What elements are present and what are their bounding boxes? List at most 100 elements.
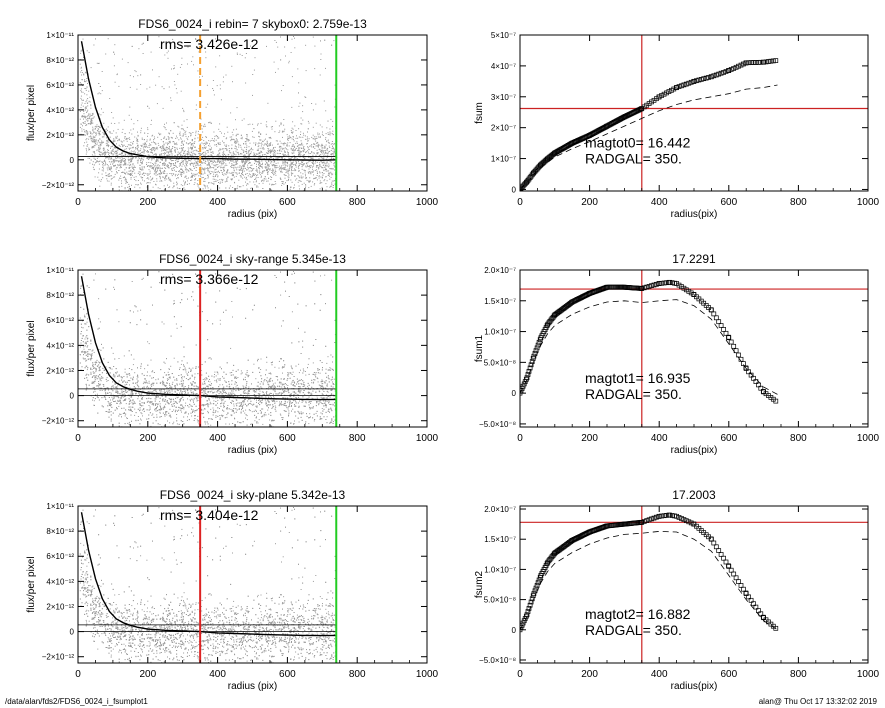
data-point <box>82 116 84 118</box>
data-point <box>129 170 131 172</box>
data-point <box>188 132 190 134</box>
data-point <box>217 166 219 168</box>
data-point <box>201 125 203 127</box>
data-point <box>260 139 262 141</box>
data-point <box>181 64 183 65</box>
data-point <box>173 68 174 70</box>
data-point <box>144 142 146 144</box>
data-point <box>181 149 183 151</box>
data-point <box>304 170 306 171</box>
data-point <box>152 147 154 149</box>
data-point <box>272 196 273 197</box>
data-point <box>310 173 312 175</box>
data-point <box>107 139 109 141</box>
data-point <box>317 145 319 147</box>
data-point <box>257 186 259 188</box>
y-axis-label: fsum <box>474 102 485 124</box>
data-point <box>321 152 323 154</box>
data-point <box>308 160 310 162</box>
data-point <box>216 145 218 147</box>
data-point <box>310 158 312 160</box>
data-point <box>284 128 286 130</box>
data-point <box>97 139 99 141</box>
data-point <box>160 148 162 150</box>
data-point <box>195 104 197 106</box>
data-point <box>191 172 192 174</box>
data-point <box>193 184 195 185</box>
data-point <box>302 164 304 166</box>
data-point <box>314 143 316 145</box>
square-marker <box>644 102 650 108</box>
data-point <box>176 178 178 180</box>
data-point <box>114 160 116 162</box>
data-point <box>140 182 141 184</box>
data-point <box>147 177 149 179</box>
data-point <box>218 153 220 155</box>
data-point <box>302 155 304 157</box>
data-point <box>112 145 114 147</box>
data-point <box>301 164 303 166</box>
data-point <box>280 59 282 61</box>
data-point <box>126 197 127 198</box>
x-tick-label: 400 <box>651 197 668 208</box>
data-point <box>287 153 289 155</box>
data-point <box>289 168 290 170</box>
data-point <box>109 156 111 158</box>
data-point <box>155 168 156 170</box>
data-point <box>159 154 161 156</box>
data-point <box>133 176 135 178</box>
data-point <box>288 60 290 62</box>
data-point <box>283 153 285 155</box>
data-point <box>223 76 224 78</box>
data-point <box>199 143 201 145</box>
data-point <box>140 161 142 163</box>
data-point <box>156 164 158 166</box>
data-point <box>130 159 132 161</box>
data-point <box>231 179 233 181</box>
data-point <box>334 166 335 168</box>
data-point <box>234 143 236 145</box>
data-point <box>223 150 225 152</box>
data-point <box>129 151 131 153</box>
data-point <box>324 147 326 149</box>
data-point <box>124 162 126 164</box>
data-point <box>84 81 86 83</box>
data-point <box>80 2 81 3</box>
data-point <box>214 171 216 173</box>
data-point <box>136 146 138 148</box>
data-point <box>320 161 322 162</box>
data-point <box>162 171 164 173</box>
data-point <box>256 186 258 188</box>
data-point <box>262 141 264 143</box>
data-point <box>188 183 190 185</box>
data-point <box>231 163 233 165</box>
data-point <box>325 151 327 153</box>
square-marker <box>738 62 744 68</box>
data-point <box>192 154 194 156</box>
data-point <box>202 131 204 133</box>
data-point <box>107 156 109 158</box>
data-point <box>124 192 125 193</box>
data-point <box>194 142 195 144</box>
data-point <box>104 160 106 162</box>
data-point <box>190 135 192 137</box>
data-point <box>183 172 185 174</box>
data-point <box>118 138 120 140</box>
data-point <box>287 154 289 155</box>
data-point <box>92 114 94 116</box>
data-point <box>114 140 116 142</box>
data-point <box>155 174 157 176</box>
data-point <box>163 170 165 171</box>
data-point <box>160 133 162 135</box>
data-point <box>141 162 143 164</box>
data-point <box>249 162 251 164</box>
data-point <box>182 161 184 163</box>
data-point <box>241 167 243 169</box>
data-point <box>321 186 323 188</box>
data-point <box>288 157 290 159</box>
data-point <box>223 170 225 172</box>
data-point <box>85 148 87 150</box>
data-point <box>258 160 260 162</box>
square-marker <box>709 74 714 80</box>
data-point <box>280 36 281 38</box>
